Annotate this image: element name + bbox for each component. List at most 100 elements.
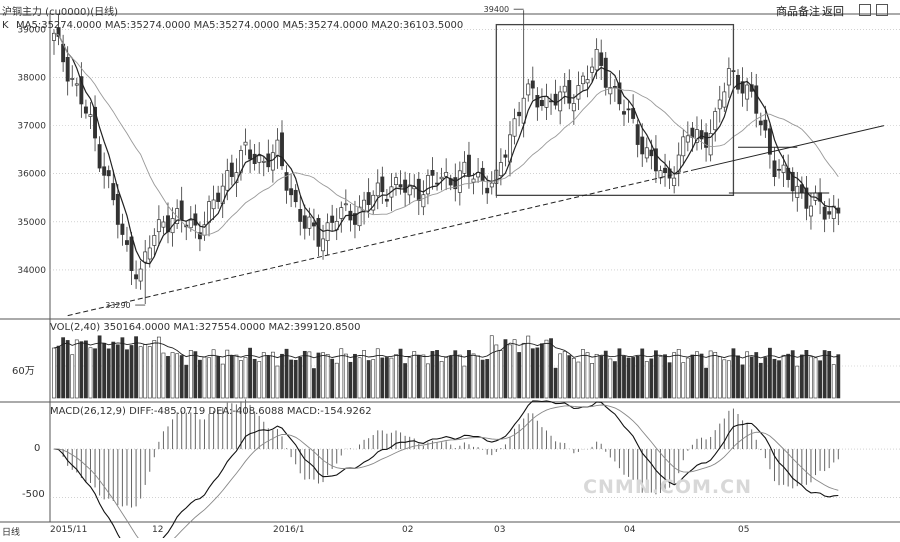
candle-body: [653, 148, 658, 172]
candle-body: [293, 189, 298, 203]
candle-body: [248, 149, 253, 160]
volume-bar: [599, 355, 604, 399]
minimize-icon[interactable]: [859, 4, 871, 16]
price-tick-label: 34000: [17, 266, 46, 276]
volume-bar: [549, 338, 553, 399]
volume-bar: [156, 336, 161, 399]
date-axis-prefix: 日线: [2, 528, 21, 538]
candle-body: [717, 99, 722, 110]
candle-body: [608, 87, 613, 95]
volume-bar: [211, 349, 216, 399]
volume-bar: [786, 353, 791, 399]
instrument-title: 沪铜主力 (cu0000)(日线): [2, 7, 119, 18]
price-tick-label: 37000: [17, 122, 46, 132]
volume-bar: [772, 358, 777, 399]
volume-bar: [471, 353, 476, 399]
volume-bar: [617, 348, 622, 399]
price-tick-label: 38000: [17, 74, 46, 84]
volume-bar: [663, 354, 667, 399]
candle-body: [599, 52, 604, 66]
candle-body: [576, 85, 581, 100]
candle-body: [375, 182, 380, 197]
volume-bar: [581, 349, 585, 399]
candle-body: [795, 185, 800, 198]
candle-body: [512, 118, 517, 137]
date-label: 2016/1: [273, 525, 305, 535]
volume-bar: [498, 350, 503, 399]
candle-body: [699, 130, 704, 140]
volume-bar: [749, 356, 754, 399]
date-label: 12: [152, 525, 164, 535]
support-trendline-extension: [692, 125, 885, 171]
candle-body: [70, 78, 75, 80]
candle-body: [439, 176, 444, 180]
candle-body: [74, 83, 79, 86]
volume-bar: [567, 355, 572, 399]
volume-bar: [65, 340, 70, 399]
volume-bar: [166, 356, 170, 399]
candle-body: [93, 106, 97, 139]
candle-body: [421, 194, 426, 208]
volume-bar: [535, 347, 540, 399]
volume-bar: [125, 349, 129, 399]
volume-bar: [717, 356, 722, 399]
volume-bar: [321, 352, 325, 399]
candle-body: [52, 32, 56, 41]
volume-bar: [745, 351, 750, 399]
volume-bar: [726, 360, 731, 399]
candle-body: [585, 79, 590, 84]
volume-bar: [799, 354, 804, 399]
volume-bar: [362, 350, 366, 399]
candle-body: [257, 155, 262, 163]
candle-body: [471, 178, 476, 183]
restore-icon[interactable]: [876, 4, 888, 16]
candle-body: [366, 192, 371, 205]
volume-bar: [220, 363, 225, 399]
candle-body: [567, 80, 572, 104]
volume-bar: [307, 351, 312, 399]
volume-bar: [512, 339, 517, 399]
volume-bar: [658, 356, 663, 399]
volume-bar: [257, 361, 262, 399]
volume-bar: [540, 343, 544, 399]
volume-bar: [822, 350, 827, 399]
candle-body: [403, 179, 408, 193]
commodity-note-button[interactable]: 商品备注: [776, 5, 820, 18]
volume-bar: [622, 355, 626, 399]
volume-bar: [293, 359, 298, 399]
volume-bar: [312, 368, 316, 399]
low-price-annotation: 33290: [105, 301, 130, 310]
volume-bar: [571, 358, 576, 399]
candle-body: [120, 223, 125, 235]
candle-body: [339, 207, 344, 219]
volume-bar: [375, 348, 380, 399]
candle-body: [713, 111, 718, 131]
candle-body: [97, 144, 102, 169]
macd-readout: MACD(26,12,9) DIFF:-485.0719 DEA:-408.60…: [50, 406, 372, 417]
candle-body: [704, 132, 709, 148]
volume-bar: [654, 350, 658, 399]
candle-body: [736, 74, 740, 90]
volume-bar: [102, 342, 107, 399]
volume-bar: [79, 341, 84, 399]
candle-body: [106, 170, 111, 177]
candle-body: [781, 164, 786, 173]
volume-bar: [503, 339, 508, 399]
volume-bar: [421, 354, 426, 399]
back-button[interactable]: 返回: [822, 5, 844, 18]
candle-body: [321, 238, 325, 252]
candle-body: [280, 132, 284, 167]
candle-body: [622, 111, 626, 115]
volume-bar: [736, 355, 740, 399]
candle-body: [179, 200, 184, 221]
candle-body: [767, 128, 772, 155]
consolidation-box: [495, 23, 735, 197]
price-tick-label: 36000: [17, 170, 46, 180]
volume-bar: [280, 353, 284, 399]
volume-bar: [608, 358, 613, 399]
candle-body: [65, 57, 70, 82]
volume-bar: [184, 364, 189, 399]
candle-body: [138, 268, 143, 282]
